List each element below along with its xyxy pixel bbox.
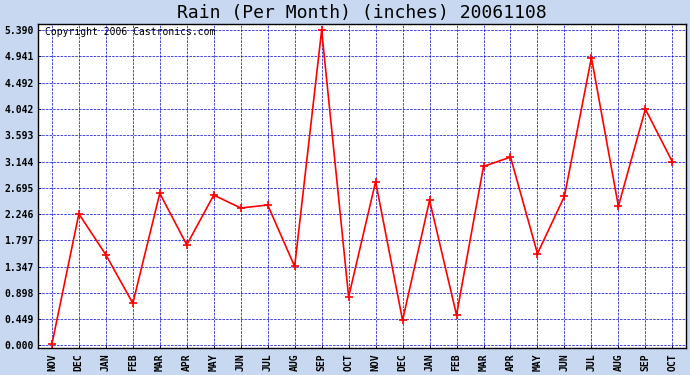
Title: Rain (Per Month) (inches) 20061108: Rain (Per Month) (inches) 20061108: [177, 4, 547, 22]
Text: Copyright 2006 Castronics.com: Copyright 2006 Castronics.com: [45, 27, 215, 37]
